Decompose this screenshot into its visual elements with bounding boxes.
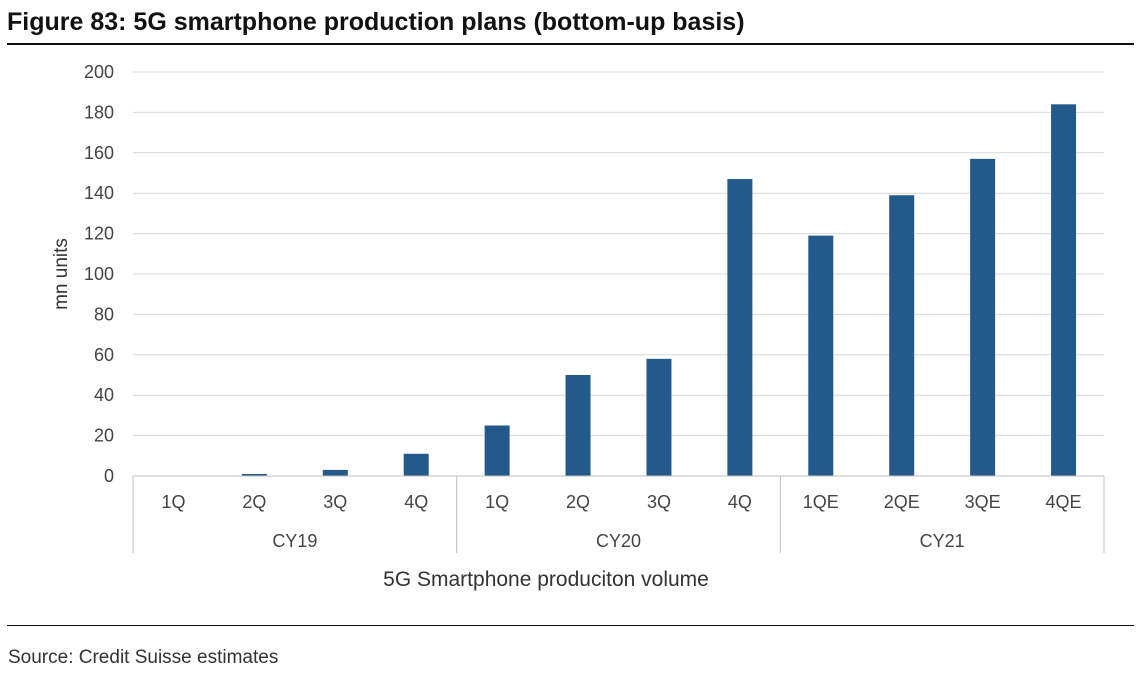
x-group-label: CY19 xyxy=(272,531,317,551)
y-axis-label: mn units xyxy=(51,238,72,310)
title-rule xyxy=(7,43,1134,45)
bar xyxy=(403,453,429,476)
y-axis-ticks: 0 20 40 60 80 100 120 140 160 180 200 xyxy=(84,62,114,486)
x-tick-label: 1QE xyxy=(803,492,839,512)
x-tick-label: 2QE xyxy=(884,492,920,512)
source-note: Source: Credit Suisse estimates xyxy=(8,647,279,668)
x-tick-label: 3Q xyxy=(647,492,671,512)
y-tick-label: 0 xyxy=(104,466,114,486)
y-tick-label: 20 xyxy=(94,426,114,446)
bar xyxy=(241,473,267,476)
bar xyxy=(970,158,996,477)
x-group-label: CY21 xyxy=(920,531,965,551)
bar xyxy=(889,195,915,476)
bars xyxy=(241,104,1077,477)
y-tick-label: 160 xyxy=(84,143,114,163)
figure-title: Figure 83: 5G smartphone production plan… xyxy=(7,8,745,36)
x-tick-label: 2Q xyxy=(566,492,590,512)
bar-chart: 0 20 40 60 80 100 120 140 160 180 200 1Q 2Q 3Q 4Q 1Q 2Q… xyxy=(51,62,1105,591)
x-tick-label: 4Q xyxy=(404,492,428,512)
x-tick-label: 3Q xyxy=(323,492,347,512)
y-tick-label: 80 xyxy=(94,304,114,324)
bar xyxy=(322,469,348,476)
bar xyxy=(646,358,672,476)
bar xyxy=(484,425,510,476)
bar xyxy=(727,179,753,476)
bar xyxy=(1051,104,1077,476)
gridlines xyxy=(133,71,1104,437)
x-group-label: CY20 xyxy=(596,531,641,551)
x-tick-label: 4QE xyxy=(1046,492,1082,512)
bar xyxy=(808,235,834,476)
y-tick-label: 100 xyxy=(84,264,114,284)
y-tick-label: 200 xyxy=(84,62,114,82)
x-tick-label: 1Q xyxy=(485,492,509,512)
x-tick-label: 4Q xyxy=(728,492,752,512)
bar xyxy=(565,375,591,476)
y-tick-label: 140 xyxy=(84,183,114,203)
x-tick-label: 2Q xyxy=(242,492,266,512)
x-axis: 1Q 2Q 3Q 4Q 1Q 2Q 3Q 4Q 1QE 2QE 3QE 4QE CY19 CY20 CY21 xyxy=(132,475,1105,553)
x-axis-title: 5G Smartphone produciton volume xyxy=(383,568,709,591)
y-tick-label: 60 xyxy=(94,345,114,365)
x-tick-label: 1Q xyxy=(161,492,185,512)
y-tick-label: 40 xyxy=(94,385,114,405)
x-tick-label: 3QE xyxy=(965,492,1001,512)
y-tick-label: 120 xyxy=(84,224,114,244)
footer-rule xyxy=(7,625,1134,626)
y-tick-label: 180 xyxy=(84,102,114,122)
